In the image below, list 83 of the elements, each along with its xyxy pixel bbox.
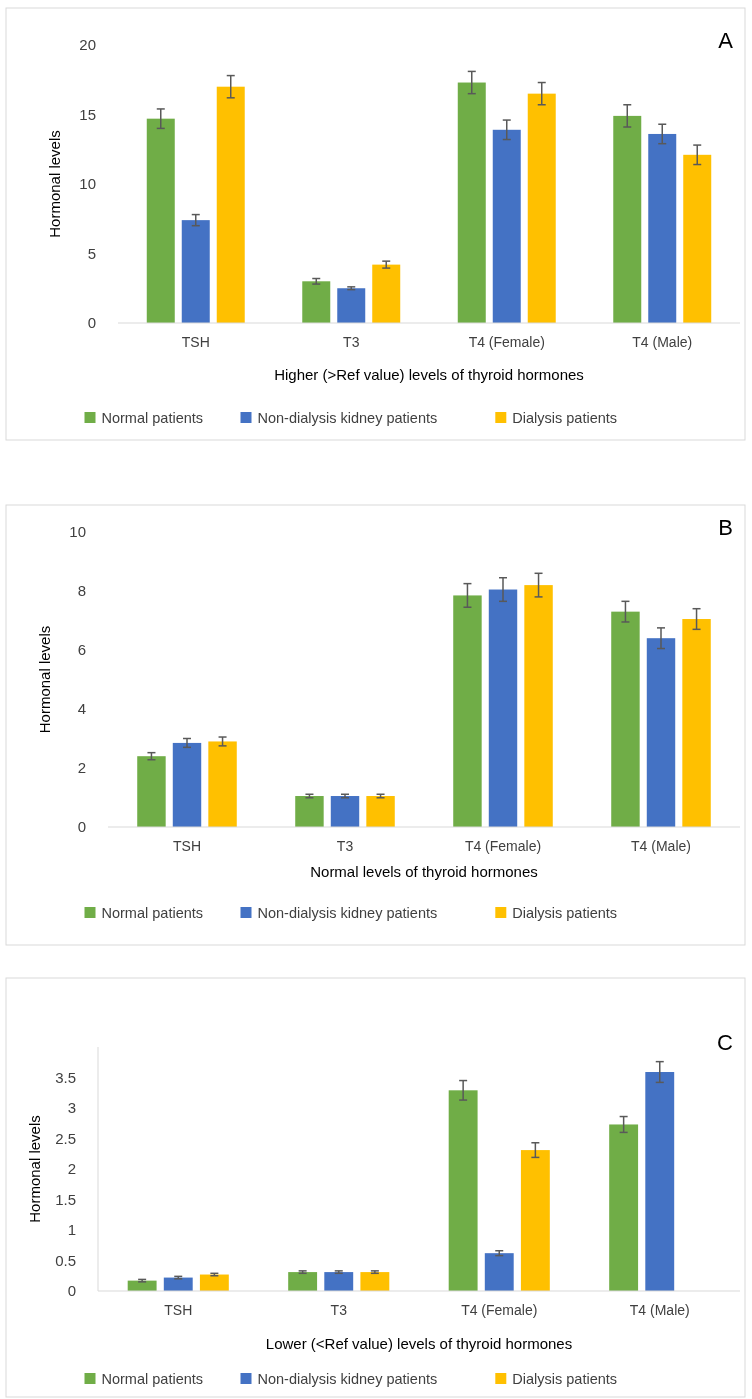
y-tick-label: 3.5 bbox=[55, 1068, 76, 1086]
annotation: C bbox=[717, 1030, 734, 1055]
y-axis-title: Hormonal levels bbox=[26, 1115, 43, 1223]
bar bbox=[337, 288, 366, 323]
x-axis-title: Normal levels of thyroid hormones bbox=[310, 863, 538, 880]
x-tick-label: T4 (Male) bbox=[632, 334, 693, 350]
y-tick-label: 2 bbox=[77, 759, 86, 777]
bar bbox=[611, 611, 640, 827]
x-tick-label: T4 (Female) bbox=[461, 1302, 538, 1318]
y-tick-label: 20 bbox=[79, 36, 96, 54]
y-axis-title: Hormonal levels bbox=[46, 130, 63, 238]
x-tick-label: T4 (Male) bbox=[631, 838, 691, 854]
y-tick-label: 1.5 bbox=[55, 1190, 76, 1208]
x-axis-title: Lower (<Ref value) levels of thyroid hormones bbox=[265, 1335, 573, 1352]
bar bbox=[216, 86, 245, 323]
bar bbox=[288, 1272, 318, 1291]
bar bbox=[453, 595, 482, 827]
x-tick-label: T3 bbox=[343, 334, 360, 350]
x-tick-label: T3 bbox=[330, 1302, 348, 1318]
bar bbox=[448, 1090, 478, 1291]
x-tick-label: T4 (Male) bbox=[629, 1302, 690, 1318]
y-tick-label: 5 bbox=[87, 244, 96, 262]
bar bbox=[366, 796, 395, 827]
bar bbox=[683, 154, 712, 323]
y-tick-label: 3 bbox=[67, 1099, 76, 1117]
legend-label: Non-dialysis kidney patients bbox=[257, 905, 438, 921]
bar bbox=[324, 1272, 354, 1291]
bar bbox=[372, 264, 401, 323]
bar bbox=[172, 742, 202, 827]
bar bbox=[360, 1272, 390, 1291]
legend-label: Dialysis patients bbox=[512, 410, 618, 426]
bar bbox=[646, 638, 676, 827]
legend-label: Normal patients bbox=[101, 905, 204, 921]
legend-label: Dialysis patients bbox=[512, 905, 618, 921]
x-axis-title: Higher (>Ref value) levels of thyroid hormones bbox=[274, 366, 584, 383]
bar bbox=[484, 1253, 514, 1291]
y-tick-label: 15 bbox=[79, 105, 96, 123]
bar bbox=[146, 118, 175, 323]
legend-label: Dialysis patients bbox=[512, 1371, 618, 1387]
bar bbox=[488, 589, 518, 827]
bar bbox=[330, 796, 360, 827]
bar bbox=[527, 93, 556, 323]
x-tick-label: T4 (Female) bbox=[468, 334, 545, 350]
x-tick-label: TSH bbox=[173, 838, 201, 854]
x-tick-label: T4 (Female) bbox=[464, 838, 542, 854]
bar bbox=[181, 220, 210, 323]
y-tick-label: 0 bbox=[77, 818, 86, 836]
y-tick-label: 2 bbox=[67, 1160, 76, 1178]
annotation: A bbox=[718, 28, 734, 53]
legend-label: Non-dialysis kidney patients bbox=[257, 410, 438, 426]
x-tick-label: TSH bbox=[164, 1302, 193, 1318]
bar bbox=[520, 1150, 550, 1291]
y-tick-label: 8 bbox=[77, 582, 86, 600]
bar bbox=[613, 115, 642, 323]
bar bbox=[137, 756, 166, 827]
y-tick-label: 6 bbox=[77, 641, 86, 659]
y-tick-label: 10 bbox=[79, 175, 96, 193]
bar bbox=[295, 796, 324, 827]
bar bbox=[682, 619, 711, 827]
bar bbox=[208, 741, 237, 827]
bar bbox=[199, 1274, 229, 1291]
legend-label: Normal patients bbox=[101, 410, 204, 426]
bar bbox=[648, 133, 677, 323]
y-tick-label: 0 bbox=[67, 1282, 76, 1300]
bar bbox=[457, 82, 486, 323]
y-tick-label: 1 bbox=[67, 1221, 76, 1239]
bar bbox=[645, 1072, 675, 1291]
bar bbox=[163, 1277, 193, 1291]
legend-label: Normal patients bbox=[101, 1371, 204, 1387]
annotation: B bbox=[718, 515, 733, 540]
bar bbox=[609, 1124, 639, 1291]
bar bbox=[524, 585, 553, 827]
y-tick-label: 10 bbox=[69, 523, 86, 541]
y-tick-label: 0.5 bbox=[55, 1251, 76, 1269]
y-tick-label: 2.5 bbox=[55, 1129, 76, 1147]
bar bbox=[492, 129, 521, 323]
bar bbox=[302, 281, 331, 323]
y-axis-title: Hormonal levels bbox=[36, 625, 53, 734]
legend-label: Non-dialysis kidney patients bbox=[257, 1371, 438, 1387]
y-tick-label: 4 bbox=[77, 700, 86, 718]
x-tick-label: TSH bbox=[181, 334, 210, 350]
x-tick-label: T3 bbox=[336, 838, 354, 854]
y-tick-label: 0 bbox=[87, 314, 96, 332]
